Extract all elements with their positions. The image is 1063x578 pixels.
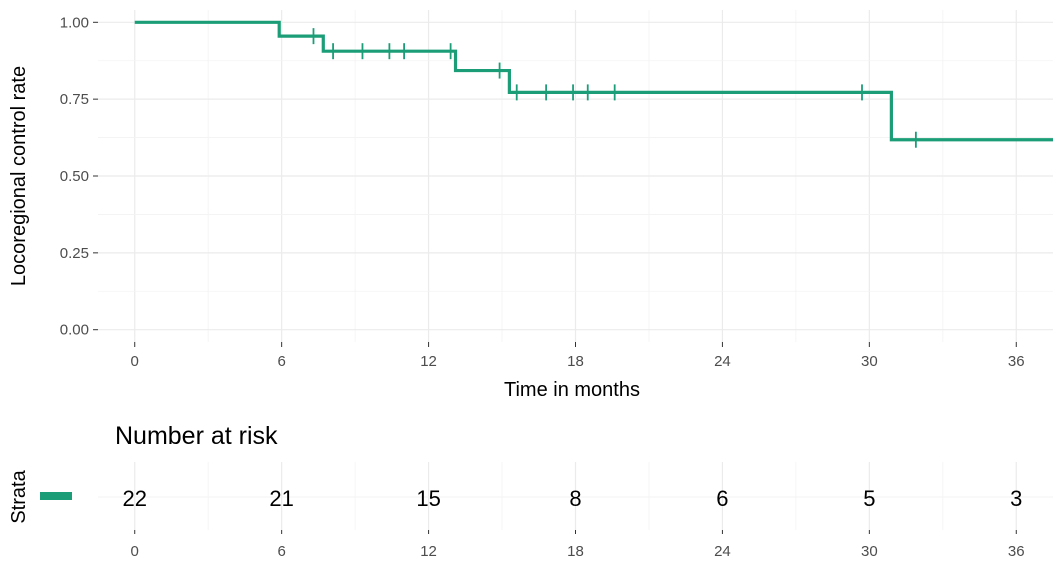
risk-time-label: 36 (1008, 543, 1025, 560)
risk-time-label: 24 (714, 543, 731, 560)
risk-time-label: 12 (420, 543, 437, 560)
risk-count-cell: 8 (569, 486, 581, 511)
survival-step-line (134, 20, 1053, 142)
risk-count-cell: 22 (122, 486, 146, 511)
risk-count-cell: 5 (863, 486, 875, 511)
risk-table-counts: 22 21 15 8 6 5 3 (122, 486, 1022, 511)
y-axis-title: Locoregional control rate (8, 66, 30, 286)
y-tick-label: 0.00 (60, 322, 89, 339)
km-plot-axes: 0.00 0.25 0.50 0.75 1.00 0 6 12 18 24 30 36 (60, 14, 1025, 370)
risk-table-strata-label: Strata (8, 469, 30, 523)
risk-table-time-labels: 0 6 12 18 24 30 36 (131, 530, 1025, 560)
risk-count-cell: 6 (716, 486, 728, 511)
x-tick-label: 12 (420, 353, 437, 370)
x-tick-label: 24 (714, 353, 731, 370)
x-tick-label: 36 (1008, 353, 1025, 370)
km-plot-gridlines (98, 10, 1053, 342)
risk-time-label: 30 (861, 543, 878, 560)
risk-time-label: 0 (131, 543, 139, 560)
risk-time-label: 6 (277, 543, 285, 560)
risk-table: Number at risk Strata 22 21 15 8 6 5 3 0 6 12 18 2… (8, 422, 1053, 560)
strata-legend-swatch (40, 492, 72, 500)
km-survival-curve (134, 20, 1053, 148)
risk-table-title: Number at risk (115, 422, 278, 450)
risk-count-cell: 15 (416, 486, 440, 511)
x-axis-title: Time in months (504, 379, 640, 401)
y-tick-label: 0.25 (60, 245, 89, 262)
x-tick-label: 6 (277, 353, 285, 370)
x-tick-label: 30 (861, 353, 878, 370)
y-tick-label: 0.50 (60, 168, 89, 185)
y-tick-label: 1.00 (60, 14, 89, 31)
risk-table-gridlines (98, 462, 1053, 530)
y-tick-label: 0.75 (60, 91, 89, 108)
x-tick-label: 18 (567, 353, 584, 370)
risk-count-cell: 3 (1010, 486, 1022, 511)
x-tick-label: 0 (131, 353, 139, 370)
risk-time-label: 18 (567, 543, 584, 560)
risk-count-cell: 21 (269, 486, 293, 511)
